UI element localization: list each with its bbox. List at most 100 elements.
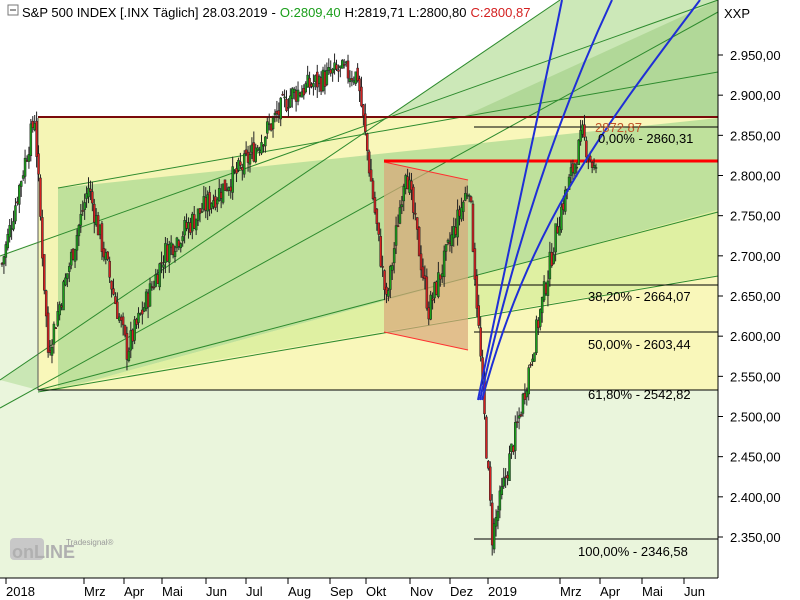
- candle-body: [121, 316, 125, 326]
- candle-body: [402, 186, 406, 202]
- candle-body: [64, 277, 67, 286]
- header-interval: Täglich]: [153, 5, 199, 20]
- fib-label-382: 38,20% - 2664,07: [588, 289, 691, 304]
- candle-body: [231, 166, 234, 193]
- candle-body: [75, 235, 79, 251]
- candle-body: [462, 201, 465, 212]
- y-tick-label: 2.450,00: [730, 450, 781, 465]
- candle-body: [4, 244, 8, 258]
- candle-body: [425, 276, 429, 309]
- tradesignal-watermark: Tradesignal® onLINE: [10, 538, 114, 562]
- candle-body: [475, 275, 479, 309]
- watermark-small: Tradesignal®: [66, 538, 114, 547]
- candle-body: [6, 234, 10, 249]
- candle-body: [540, 296, 544, 314]
- header-open: O:2809,40: [280, 5, 341, 20]
- candle-body: [442, 250, 446, 278]
- candle-body: [21, 175, 25, 179]
- candle-body: [431, 298, 434, 301]
- candle-body: [379, 236, 382, 267]
- candle-body: [515, 421, 519, 423]
- fib-label-100: 100,00% - 2346,58: [578, 544, 688, 559]
- candle-body: [327, 67, 331, 71]
- candle-body: [137, 312, 140, 323]
- candle-body: [133, 319, 136, 341]
- candle-body: [546, 280, 550, 296]
- y-tick-label: 2.350,00: [730, 530, 781, 545]
- candle-body: [575, 166, 579, 169]
- candle-body: [464, 193, 467, 201]
- candle-body: [489, 466, 492, 501]
- candle-body: [371, 180, 375, 200]
- flag-body: [384, 162, 468, 350]
- candle-body: [469, 196, 473, 202]
- candle-body: [325, 70, 329, 85]
- candle-body: [369, 169, 373, 182]
- candle-body: [500, 486, 504, 495]
- channel-mid: [37, 211, 719, 391]
- candle-body: [279, 97, 282, 120]
- candle-body: [260, 142, 263, 154]
- x-tick-label: Apr: [600, 584, 621, 599]
- candle-body: [287, 106, 290, 109]
- candle-body: [123, 325, 127, 336]
- candle-body: [77, 225, 81, 237]
- header-symbol: S&P 500 INDEX [.INX: [22, 5, 149, 20]
- candle-body: [50, 346, 54, 356]
- candle-body: [592, 164, 596, 168]
- candle-body: [116, 301, 119, 319]
- candle-body: [412, 186, 415, 213]
- x-tick-label: 2019: [488, 584, 517, 599]
- candle-body: [12, 221, 15, 230]
- candle-body: [346, 60, 350, 79]
- candle-body: [456, 209, 459, 238]
- candle-body: [558, 226, 561, 236]
- candle-body: [244, 149, 248, 155]
- x-tick-label: Dez: [450, 584, 473, 599]
- candle-body: [421, 266, 425, 278]
- candle-body: [91, 191, 94, 204]
- candle-body: [235, 168, 238, 174]
- candle-body: [39, 177, 42, 217]
- candle-body: [100, 223, 104, 252]
- candle-body: [23, 157, 27, 177]
- candle-body: [579, 130, 582, 142]
- candle-body: [285, 99, 288, 111]
- candle-body: [68, 266, 71, 272]
- candle-body: [471, 203, 475, 252]
- header-close: C:2800,87: [470, 5, 530, 20]
- y-tick-label: 2.850,00: [730, 128, 781, 143]
- candle-body: [200, 211, 204, 213]
- candle-body: [296, 89, 300, 102]
- candle-body: [439, 274, 442, 280]
- candle-body: [312, 83, 315, 88]
- candle-body: [417, 227, 421, 257]
- x-axis-ticks: 2018 Mrz Apr Mai Jun Jul Aug Sep Okt Nov Dez 2019 Mr…: [5, 578, 705, 599]
- header-low: L:2800,80: [409, 5, 467, 20]
- candle-body: [535, 319, 538, 353]
- gann-arc-2: [479, 0, 613, 401]
- candle-body: [356, 67, 359, 81]
- candle-body: [158, 263, 161, 288]
- candle-body: [365, 133, 369, 151]
- watermark-brand: onLINE: [12, 542, 75, 562]
- candle-body: [198, 208, 202, 214]
- candle-body: [364, 113, 367, 132]
- x-tick-label: 2018: [6, 584, 35, 599]
- y-tick-label: 2.500,00: [730, 410, 781, 425]
- candle-body: [148, 283, 152, 307]
- candle-body: [335, 64, 338, 70]
- candle-body: [383, 270, 386, 290]
- y-tick-label: 2.700,00: [730, 249, 781, 264]
- candle-body: [41, 217, 44, 259]
- candle-body: [414, 212, 417, 215]
- candle-body: [44, 290, 48, 317]
- candle-body: [18, 185, 21, 205]
- candle-body: [460, 207, 463, 220]
- x-tick-label: Okt: [366, 584, 387, 599]
- x-tick-label: Mrz: [84, 584, 106, 599]
- candle-body: [588, 155, 592, 161]
- candle-body: [477, 305, 480, 326]
- candle-body: [62, 281, 65, 311]
